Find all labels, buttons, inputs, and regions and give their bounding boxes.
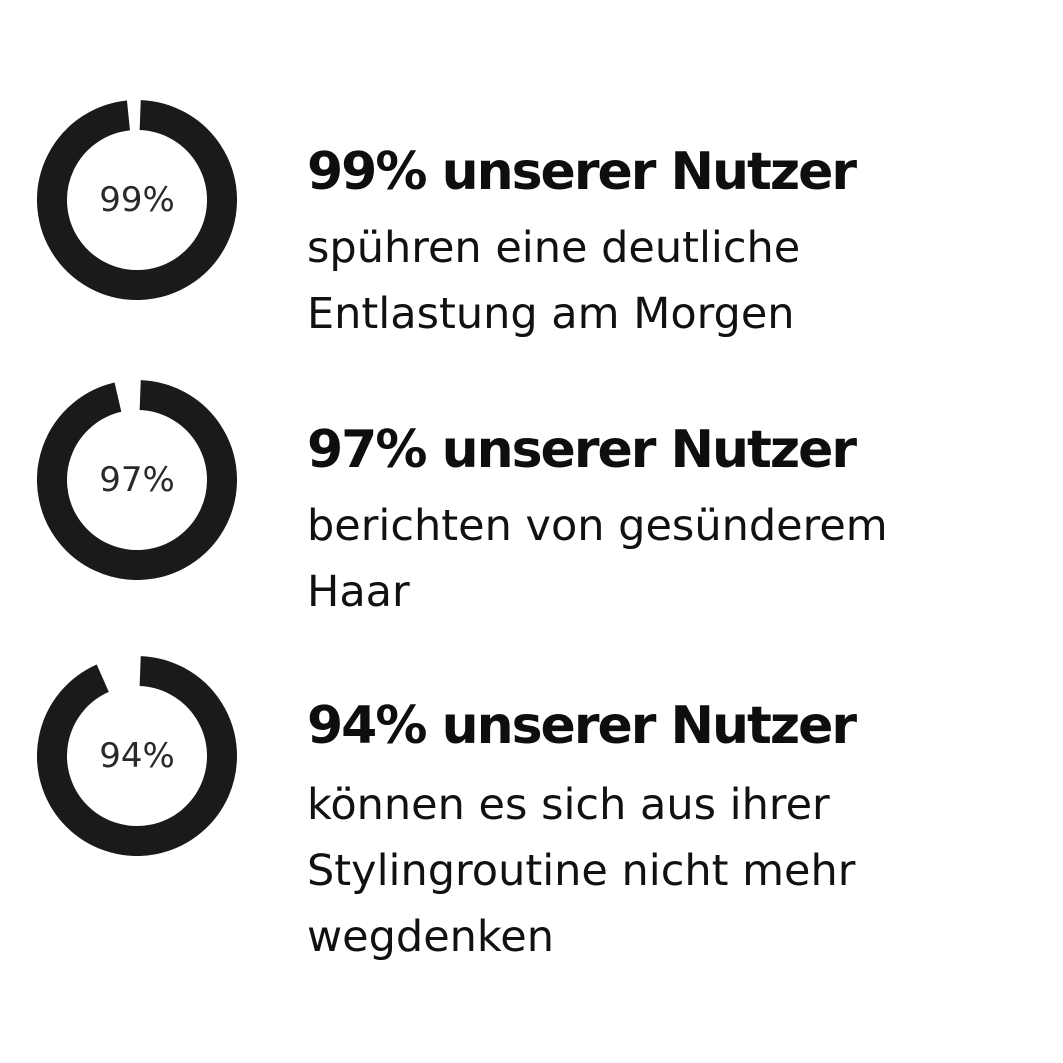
stat-description: spühren eine deutliche Entlastung am Mor… (307, 215, 1007, 347)
stat-description: können es sich aus ihrer Stylingroutine … (307, 772, 1007, 970)
stat-headline: 94% unserer Nutzer (307, 696, 857, 756)
progress-ring-graphic: 99% (37, 100, 237, 300)
stat-description-line: können es sich aus ihrer (307, 780, 830, 830)
progress-ring: 99% (37, 100, 237, 300)
stat-headline: 97% unserer Nutzer (307, 420, 857, 480)
progress-ring-label: 99% (99, 180, 175, 220)
stat-description-line: berichten von gesünderem (307, 501, 888, 551)
stat-description-line: Stylingroutine nicht mehr (307, 846, 856, 896)
progress-ring-graphic: 94% (37, 656, 237, 856)
stat-headline: 99% unserer Nutzer (307, 142, 857, 202)
progress-ring-label: 97% (99, 460, 175, 500)
progress-ring-graphic: 97% (37, 380, 237, 580)
progress-ring-arc (37, 656, 237, 856)
progress-ring: 97% (37, 380, 237, 580)
progress-ring-label: 94% (99, 736, 175, 776)
progress-ring: 94% (37, 656, 237, 856)
stat-description-line: spühren eine deutliche (307, 223, 801, 273)
stat-description: berichten von gesünderem Haar (307, 493, 1007, 625)
stat-description-line: Haar (307, 567, 410, 617)
progress-ring-arc (37, 100, 237, 300)
stat-description-line: wegdenken (307, 912, 554, 962)
stat-description-line: Entlastung am Morgen (307, 289, 795, 339)
progress-ring-arc (37, 380, 237, 580)
